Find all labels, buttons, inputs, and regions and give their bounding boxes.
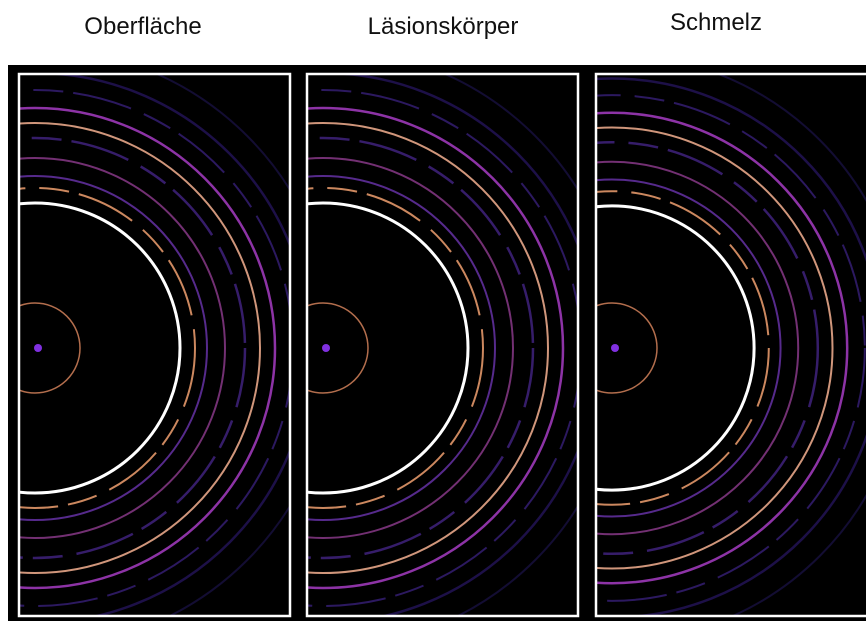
panel-label: Oberfläche <box>84 13 201 40</box>
panel-label: Läsionskörper <box>368 13 519 40</box>
beam-center <box>34 344 42 352</box>
figure: Oberfläche Läsionskörper Schmelz <box>0 0 866 621</box>
beam-center <box>611 344 619 352</box>
beam-center <box>322 344 330 352</box>
panel-label: Schmelz <box>670 9 762 36</box>
